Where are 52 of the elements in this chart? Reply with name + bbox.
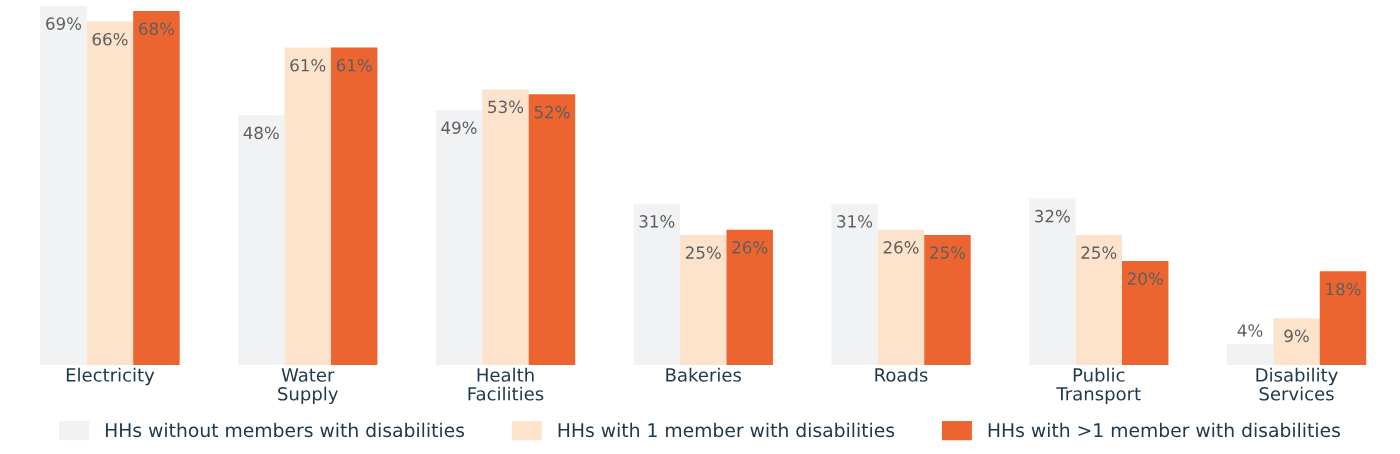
x-tick-label: Public Transport — [1056, 367, 1141, 405]
data-label: 68% — [139, 22, 175, 36]
data-label: 25% — [1081, 246, 1117, 259]
data-label: 61% — [336, 58, 372, 72]
data-label: 69% — [46, 17, 82, 30]
bar — [831, 203, 878, 366]
bar — [330, 47, 378, 366]
data-label: 26% — [732, 241, 768, 254]
data-label: 52% — [534, 105, 570, 119]
x-tick-label: Health Facilities — [468, 367, 544, 401]
bar — [726, 229, 773, 366]
x-tick-label: Disability Services — [1256, 367, 1338, 401]
data-label: 4% — [1237, 324, 1263, 337]
bar — [633, 203, 681, 366]
bar — [877, 229, 925, 366]
bar — [40, 5, 87, 366]
x-tick-label: Water Supply — [278, 368, 338, 405]
data-label: 18% — [1326, 282, 1361, 296]
data-label: 61% — [290, 58, 326, 72]
legend-label: HHs without members with disabilities — [105, 422, 465, 438]
bar — [238, 115, 285, 366]
data-label: 31% — [837, 215, 873, 228]
bar — [1273, 318, 1320, 366]
bar — [86, 21, 134, 366]
x-tick-label: Bakeries — [666, 367, 742, 382]
data-label: 48% — [243, 126, 279, 140]
bar — [482, 89, 529, 366]
data-label: 66% — [92, 32, 128, 46]
bar — [528, 94, 576, 366]
data-label: 31% — [639, 215, 675, 228]
legend-label: HHs with >1 member with disabilities — [988, 422, 1340, 438]
x-tick-label: Roads — [875, 367, 928, 382]
data-label: 9% — [1284, 329, 1309, 343]
data-label: 49% — [441, 121, 477, 134]
bar — [284, 47, 331, 366]
data-label: 32% — [1035, 209, 1070, 223]
bar — [435, 109, 483, 366]
bar — [1226, 344, 1274, 366]
bar — [924, 234, 971, 366]
data-label: 26% — [883, 241, 919, 254]
data-label: 25% — [930, 246, 966, 259]
data-label: 53% — [488, 100, 524, 114]
bar — [133, 11, 180, 366]
bar — [1075, 234, 1122, 366]
legend-label: HHs with 1 member with disabilities — [558, 422, 895, 438]
data-label: 20% — [1127, 272, 1163, 285]
bar — [1029, 198, 1076, 366]
bar — [1319, 271, 1367, 366]
x-tick-label: Electricity — [66, 367, 155, 386]
bar — [1122, 260, 1169, 366]
data-label: 25% — [685, 246, 721, 259]
bar — [680, 234, 727, 366]
